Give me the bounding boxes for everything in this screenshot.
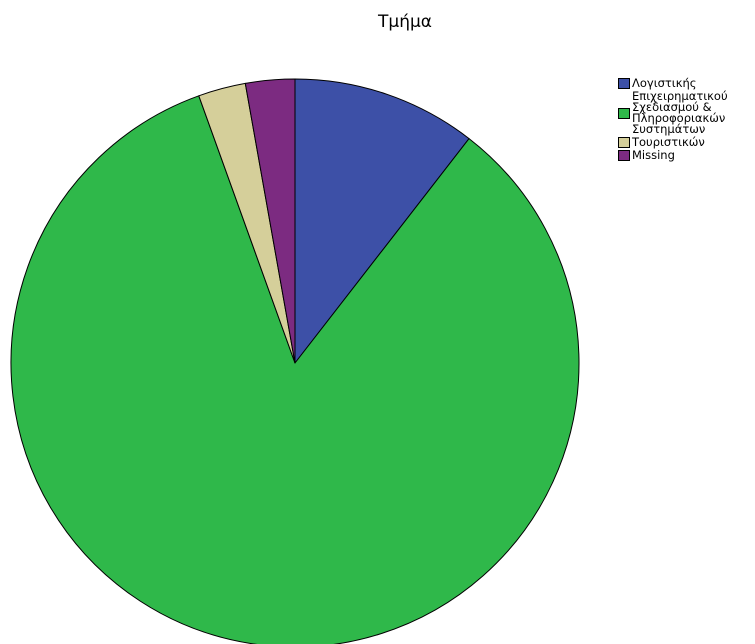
pie-slice-3	[244, 78, 296, 364]
chart-title: Τμήμα	[378, 12, 432, 32]
pie-slices	[10, 78, 580, 644]
legend-swatch-0	[618, 78, 630, 89]
legend-item-3: Missing	[618, 148, 755, 162]
legend-label-0: Λογιστικής	[632, 76, 697, 90]
legend-item-1: Επιχειρηματικού Σχεδιασμού & Πληροφοριακ…	[618, 89, 755, 136]
legend-swatch-3	[618, 150, 630, 161]
pie-slice-1	[10, 95, 580, 644]
legend-item-0: Λογιστικής	[618, 76, 755, 90]
legend-swatch-2	[618, 137, 630, 148]
legend-label-3: Missing	[632, 148, 675, 162]
pie-slice-0	[294, 78, 470, 364]
legend-label-2: Τουριστικών	[632, 135, 705, 149]
legend-swatch-1	[618, 107, 630, 119]
legend-label-1: Επιχειρηματικού Σχεδιασμού & Πληροφοριακ…	[632, 89, 728, 136]
legend-item-2: Τουριστικών	[618, 135, 755, 149]
legend: Λογιστικής Επιχειρηματικού Σχεδιασμού & Π…	[618, 76, 755, 163]
